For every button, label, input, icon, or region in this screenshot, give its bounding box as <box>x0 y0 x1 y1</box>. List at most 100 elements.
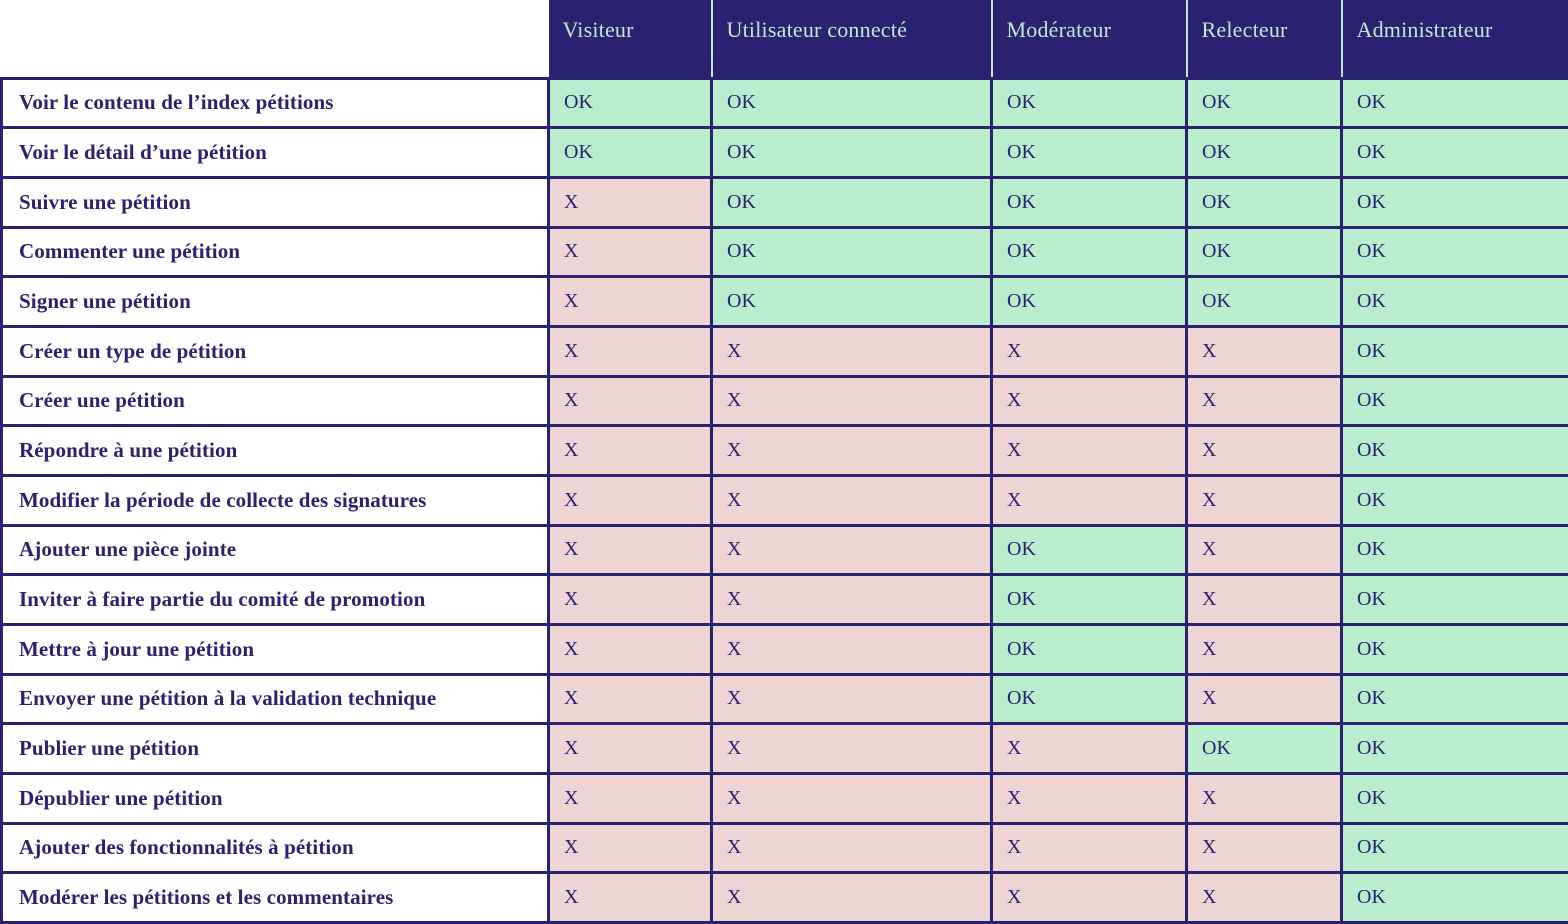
permission-cell-ok: OK <box>990 126 1188 179</box>
permission-cell-x: X <box>547 275 713 328</box>
permission-cell-x: X <box>710 424 993 477</box>
table-row: Mettre à jour une pétition X X OK X OK <box>0 622 1568 676</box>
permission-cell-x: X <box>547 324 713 378</box>
table-row: Publier une pétition X X X OK OK <box>0 722 1568 775</box>
column-header-visiteur: Visiteur <box>548 0 712 78</box>
permission-cell-x: X <box>547 771 713 825</box>
permission-cell-x: X <box>710 324 993 378</box>
permission-cell-ok: OK <box>1185 76 1343 130</box>
table-row: Modérer les pétitions et les commentaire… <box>0 871 1568 924</box>
permission-cell-ok: OK <box>990 523 1188 577</box>
permission-cell-x: X <box>990 821 1188 875</box>
table-row: Signer une pétition X OK OK OK OK <box>0 275 1568 328</box>
action-label: Voir le détail d’une pétition <box>0 126 550 179</box>
permission-cell-x: X <box>710 622 993 676</box>
permission-cell-ok: OK <box>710 175 993 229</box>
permission-cell-x: X <box>990 374 1188 428</box>
permission-cell-ok: OK <box>1340 871 1568 924</box>
permission-cell-ok: OK <box>1340 722 1568 775</box>
permission-cell-ok: OK <box>990 622 1188 676</box>
permission-cell-x: X <box>1185 374 1343 428</box>
action-label: Créer un type de pétition <box>0 324 550 378</box>
action-label: Signer une pétition <box>0 275 550 328</box>
permission-cell-ok: OK <box>710 126 993 179</box>
permission-cell-x: X <box>710 771 993 825</box>
permission-cell-ok: OK <box>1340 374 1568 428</box>
header-row: Visiteur Utilisateur connecté Modérateur… <box>1 0 1568 78</box>
permission-cell-x: X <box>710 523 993 577</box>
permission-cell-x: X <box>1185 871 1343 924</box>
permission-cell-ok: OK <box>990 275 1188 328</box>
permission-cell-x: X <box>1185 771 1343 825</box>
table-row: Suivre une pétition X OK OK OK OK <box>0 175 1568 229</box>
permissions-body: Voir le contenu de l’index pétitions OK OK… <box>0 76 1568 924</box>
permission-cell-x: X <box>547 175 713 229</box>
permission-cell-x: X <box>1185 473 1343 527</box>
permission-cell-x: X <box>990 324 1188 378</box>
permission-cell-ok: OK <box>990 672 1188 726</box>
permission-cell-ok: OK <box>1340 573 1568 626</box>
permission-cell-x: X <box>1185 573 1343 626</box>
table-row: Créer une pétition X X X X OK <box>0 374 1568 428</box>
column-header-moderateur: Modérateur <box>990 0 1187 78</box>
permission-cell-ok: OK <box>1185 275 1343 328</box>
action-label: Publier une pétition <box>0 722 550 775</box>
permission-cell-x: X <box>547 225 713 279</box>
table-header: Visiteur Utilisateur connecté Modérateur… <box>1 0 1568 78</box>
table-row: Voir le détail d’une pétition OK OK OK OK OK <box>0 126 1568 179</box>
action-label: Répondre à une pétition <box>0 424 550 477</box>
permission-cell-ok: OK <box>1340 225 1568 279</box>
permission-cell-ok: OK <box>1340 771 1568 825</box>
permission-cell-ok: OK <box>990 573 1188 626</box>
permission-cell-x: X <box>710 821 993 875</box>
permission-cell-x: X <box>710 374 993 428</box>
table-row: Ajouter une pièce jointe X X OK X OK <box>0 523 1568 577</box>
action-label: Suivre une pétition <box>0 175 550 229</box>
column-header-administrateur: Administrateur <box>1340 0 1568 78</box>
permission-cell-ok: OK <box>1340 473 1568 527</box>
table-row: Créer un type de pétition X X X X OK <box>0 324 1568 378</box>
action-label: Commenter une pétition <box>0 225 550 279</box>
table-row: Répondre à une pétition X X X X OK <box>0 424 1568 477</box>
table-row: Commenter une pétition X OK OK OK OK <box>0 225 1568 279</box>
table-row: Envoyer une pétition à la validation tec… <box>0 672 1568 726</box>
permission-cell-ok: OK <box>1340 275 1568 328</box>
permission-cell-ok: OK <box>1185 126 1343 179</box>
permission-cell-ok: OK <box>1340 523 1568 577</box>
permission-cell-x: X <box>1185 324 1343 378</box>
permission-cell-ok: OK <box>990 175 1188 229</box>
permission-cell-x: X <box>710 672 993 726</box>
permission-cell-x: X <box>1185 821 1343 875</box>
permission-cell-ok: OK <box>990 225 1188 279</box>
action-label: Modérer les pétitions et les commentaire… <box>0 871 550 924</box>
permission-cell-x: X <box>990 424 1188 477</box>
permission-cell-x: X <box>547 871 713 924</box>
permission-cell-x: X <box>547 672 713 726</box>
permission-cell-ok: OK <box>1185 722 1343 775</box>
permission-cell-x: X <box>1185 424 1343 477</box>
permission-cell-ok: OK <box>1185 175 1343 229</box>
action-label: Inviter à faire partie du comité de prom… <box>0 573 550 626</box>
permission-cell-x: X <box>1185 622 1343 676</box>
permission-cell-x: X <box>710 573 993 626</box>
action-label: Ajouter une pièce jointe <box>0 523 550 577</box>
permission-cell-ok: OK <box>710 275 993 328</box>
permission-cell-x: X <box>1185 672 1343 726</box>
action-label: Mettre à jour une pétition <box>0 622 550 676</box>
permission-cell-x: X <box>710 473 993 527</box>
column-header-utilisateur-connecte: Utilisateur connecté <box>710 0 992 78</box>
permission-cell-x: X <box>990 871 1188 924</box>
action-label: Ajouter des fonctionnalités à pétition <box>0 821 550 875</box>
table-row: Ajouter des fonctionnalités à pétition X X… <box>0 821 1568 875</box>
permission-cell-ok: OK <box>1340 76 1568 130</box>
permission-cell-ok: OK <box>710 225 993 279</box>
permission-cell-x: X <box>990 473 1188 527</box>
permission-cell-ok: OK <box>1340 672 1568 726</box>
permission-cell-x: X <box>547 374 713 428</box>
column-header-relecteur: Relecteur <box>1185 0 1342 78</box>
permission-cell-x: X <box>710 722 993 775</box>
action-label: Modifier la période de collecte des sign… <box>0 473 550 527</box>
permission-cell-x: X <box>547 622 713 676</box>
permission-cell-ok: OK <box>710 76 993 130</box>
permission-cell-ok: OK <box>1340 126 1568 179</box>
